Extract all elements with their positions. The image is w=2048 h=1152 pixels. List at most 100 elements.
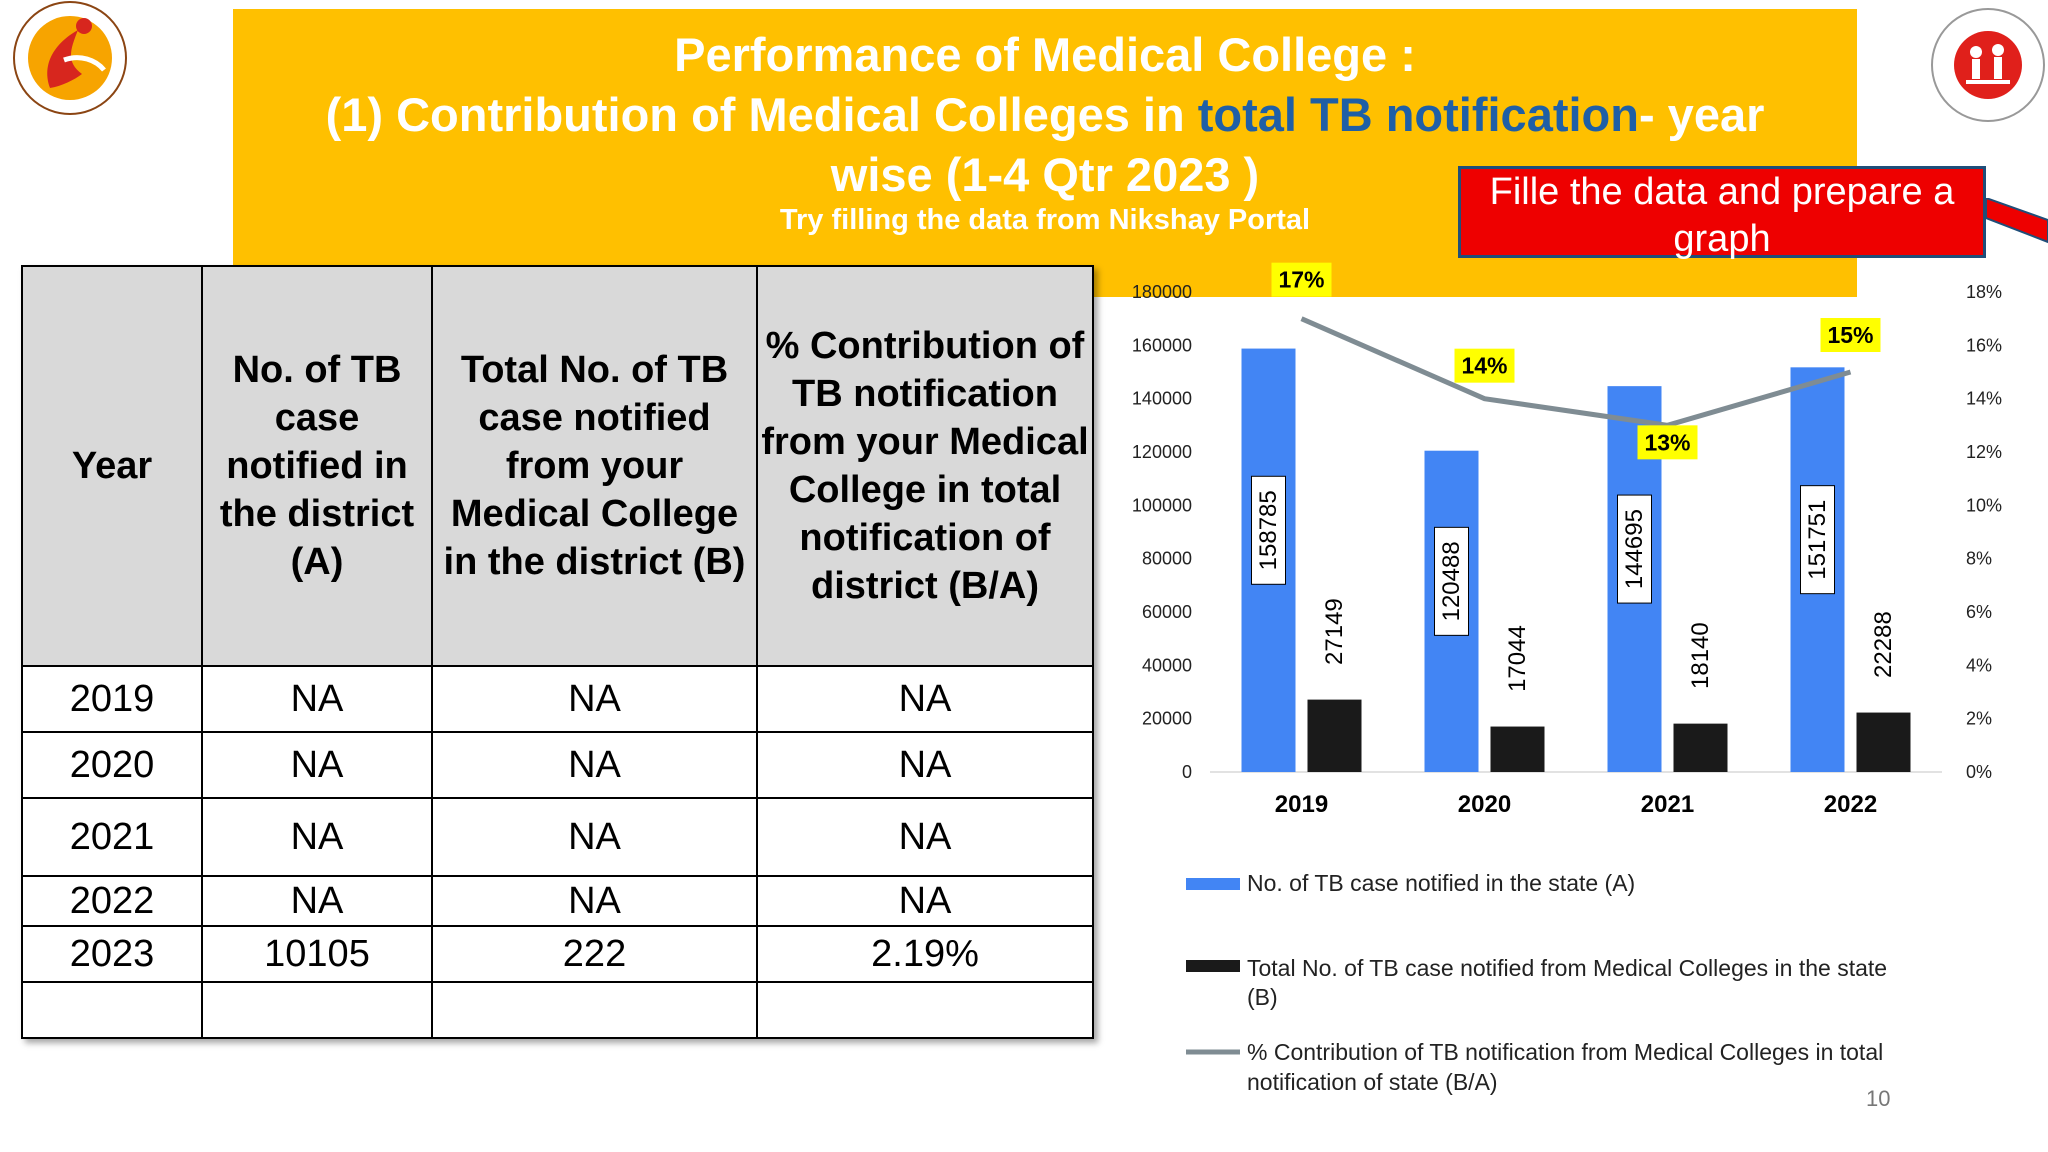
- data-label-medical-college: 27149: [1321, 598, 1348, 665]
- y-axis-tick-label: 120000: [1132, 442, 1192, 462]
- table-cell: NA: [756, 731, 1094, 799]
- y-axis-tick-label: 100000: [1132, 495, 1192, 515]
- table-cell: 2023: [21, 925, 203, 983]
- y-axis-tick-label: 40000: [1142, 655, 1192, 675]
- table-row: 2023 10105 222 2.19%: [21, 925, 1094, 983]
- legend-label-medical-college: Total No. of TB case notified from Medic…: [1247, 955, 1887, 981]
- table-cell: [756, 981, 1094, 1039]
- bar-medical-college: [1307, 699, 1362, 772]
- title-line-3: wise (1-4 Qtr 2023 ): [830, 148, 1260, 201]
- table-cell: 2020: [21, 731, 203, 799]
- title-line-2-part2: - year: [1638, 88, 1765, 141]
- ntep-logo: [13, 1, 127, 115]
- title-banner: Performance of Medical College : (1) Con…: [233, 9, 1857, 297]
- data-label-box: [1251, 475, 1286, 585]
- y2-axis-tick-label: 6%: [1966, 602, 1992, 622]
- y2-axis-tick-label: 16%: [1966, 335, 2002, 355]
- table-cell: NA: [201, 665, 433, 733]
- table-cell: NA: [431, 875, 758, 927]
- legend-label-contribution-suffix: notification of state (B/A): [1247, 1069, 1498, 1095]
- line-contribution: [1300, 316, 1852, 428]
- data-label-box: [1454, 348, 1515, 383]
- table-cell: NA: [201, 731, 433, 799]
- table-cell: NA: [756, 665, 1094, 733]
- subtitle: Try filling the data from Nikshay Portal: [779, 204, 1311, 236]
- table-cell: NA: [201, 875, 433, 927]
- y2-axis-tick-label: 8%: [1966, 549, 1992, 569]
- data-label-state: 120488: [1438, 541, 1465, 621]
- y2-axis-tick-label: 12%: [1966, 442, 2002, 462]
- x-axis-tick-label: 2021: [1641, 791, 1694, 818]
- data-label-medical-college: 18140: [1687, 622, 1714, 689]
- page-number: 10: [1866, 1086, 1891, 1111]
- table-row: 2022 NA NA NA: [21, 875, 1094, 927]
- y2-axis-tick-label: 14%: [1966, 389, 2002, 409]
- table-cell: 2022: [21, 875, 203, 927]
- legend-swatch-medical-college: [1186, 960, 1240, 972]
- data-label-box: [1637, 425, 1698, 460]
- data-label-box: [1800, 485, 1835, 595]
- legend-label-contribution: % Contribution of TB notification from M…: [1247, 1039, 1883, 1065]
- table-cell: NA: [756, 875, 1094, 927]
- title-line-2-part1: (1) Contribution of Medical Colleges in: [325, 88, 1198, 141]
- combo-chart: 0 20000 40000 60000 80000 100000 120000 140000 1…: [1132, 262, 2002, 1095]
- table-row: 2019 NA NA NA: [21, 665, 1094, 733]
- y-axis-tick-label: 140000: [1132, 389, 1192, 409]
- callout-arrow: [1986, 198, 2048, 244]
- nhm-logo: [1931, 8, 2045, 122]
- y2-axis-tick-label: 0%: [1966, 762, 1992, 782]
- y-axis-tick-label: 80000: [1142, 549, 1192, 569]
- table-row: [21, 981, 1094, 1039]
- table-cell: NA: [756, 797, 1094, 877]
- data-label-medical-college: 17044: [1504, 625, 1531, 692]
- x-axis-tick-label: 2020: [1458, 791, 1511, 818]
- table-cell: 2021: [21, 797, 203, 877]
- title-line-2: (1) Contribution of Medical Colleges in …: [233, 87, 1857, 142]
- title-highlight: total TB notification: [1197, 88, 1639, 141]
- table-cell: [201, 981, 433, 1039]
- table-cell: [21, 981, 203, 1039]
- table-cell: 2019: [21, 665, 203, 733]
- data-label-state: 158785: [1255, 490, 1282, 570]
- title-line-1: Performance of Medical College :: [674, 28, 1416, 81]
- callout-box: Fille the data and prepare a graph: [1458, 166, 1986, 260]
- data-label-box: [1434, 526, 1469, 636]
- data-label-contribution: 17%: [1278, 267, 1324, 293]
- data-label-contribution: 15%: [1827, 322, 1873, 348]
- header-year: Year: [21, 265, 203, 667]
- data-label-contribution: 13%: [1644, 429, 1690, 455]
- table-cell: NA: [201, 797, 433, 877]
- x-axis-tick-label: 2019: [1275, 791, 1328, 818]
- y-axis-tick-label: 20000: [1142, 709, 1192, 729]
- y2-axis-tick-label: 4%: [1966, 655, 1992, 675]
- y2-axis-tick-label: 18%: [1966, 282, 2002, 302]
- data-label-box: [1820, 318, 1881, 352]
- bar-medical-college: [1490, 726, 1545, 772]
- table-cell: NA: [431, 797, 758, 877]
- header-contribution: % Contribution of TB notification from y…: [756, 265, 1094, 667]
- table-cell: 10105: [201, 925, 433, 983]
- data-table: Year No. of TB case notified in the dist…: [21, 265, 1094, 1039]
- y2-axis-tick-label: 2%: [1966, 709, 1992, 729]
- data-label-contribution: 14%: [1461, 353, 1507, 379]
- data-label-state: 144695: [1621, 509, 1648, 589]
- table-cell: [431, 981, 758, 1039]
- table-cell: NA: [431, 665, 758, 733]
- table-row: 2021 NA NA NA: [21, 797, 1094, 877]
- table-cell: 222: [431, 925, 758, 983]
- table-cell: NA: [431, 731, 758, 799]
- table-row: 2020 NA NA NA: [21, 731, 1094, 799]
- y-axis-tick-label: 0: [1182, 762, 1192, 782]
- legend-swatch-state: [1186, 878, 1240, 890]
- table-cell: 2.19%: [756, 925, 1094, 983]
- y-axis-tick-label: 160000: [1132, 335, 1192, 355]
- y-axis-tick-label: 180000: [1132, 282, 1192, 302]
- y-axis-tick-label: 60000: [1142, 602, 1192, 622]
- y2-axis-tick-label: 10%: [1966, 495, 2002, 515]
- legend-label-state: No. of TB case notified in the state (A): [1247, 870, 1635, 896]
- data-label-box: [1271, 262, 1332, 297]
- data-label-state: 151751: [1804, 500, 1831, 580]
- x-axis-tick-label: 2022: [1824, 791, 1877, 818]
- table-header-row: Year No. of TB case notified in the dist…: [21, 265, 1094, 667]
- bar-medical-college: [1856, 712, 1911, 772]
